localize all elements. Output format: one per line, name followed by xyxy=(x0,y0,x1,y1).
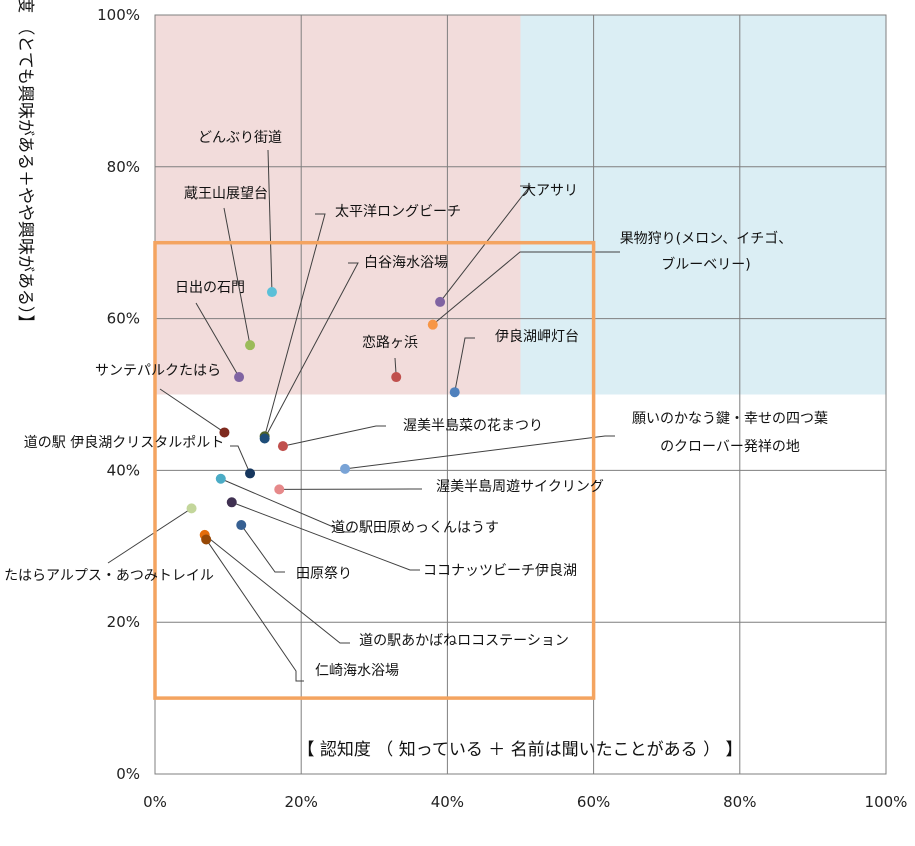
data-point xyxy=(216,474,226,484)
leader-line xyxy=(160,389,224,432)
data-point xyxy=(428,320,438,330)
x-tick-label: 20% xyxy=(285,793,318,811)
point-label: どんぶり街道 xyxy=(198,130,282,146)
x-tick-label: 100% xyxy=(865,793,908,811)
data-point xyxy=(340,464,350,474)
leader-line xyxy=(345,436,615,469)
point-label: ココナッツビーチ伊良湖 xyxy=(423,563,577,579)
leader-line xyxy=(283,426,386,446)
point-label: 願いのかなう鍵・幸せの四つ葉 xyxy=(632,411,828,427)
leader-line xyxy=(108,508,192,563)
x-axis-title: 【 認知度 （ 知っている ＋ 名前は聞いたことがある ） 】 xyxy=(298,740,743,760)
x-tick-label: 0% xyxy=(143,793,167,811)
leader-line xyxy=(205,535,350,643)
point-label: 日出の石門 xyxy=(175,280,245,296)
point-label: 道の駅 伊良湖クリスタルポルト xyxy=(24,435,224,451)
point-label: 恋路ヶ浜 xyxy=(362,334,418,351)
point-label: 果物狩り(メロン、イチゴ、 xyxy=(620,230,793,247)
y-axis-title: 度 （とても興味がある＋やや興味がある）】 xyxy=(15,0,35,332)
point-label: 伊良湖岬灯台 xyxy=(495,329,579,345)
point-label: 白谷海水浴場 xyxy=(364,255,448,271)
point-label: 田原祭り xyxy=(296,566,352,582)
data-point xyxy=(245,340,255,350)
leader-line xyxy=(230,446,250,473)
point-label: たはらアルプス・あつみトレイル xyxy=(4,568,214,584)
point-label: サンテパルクたはら xyxy=(95,363,221,379)
point-label: のクローバー発祥の地 xyxy=(660,439,800,455)
data-point xyxy=(267,287,277,297)
point-label: 道の駅あかばねロコステーション xyxy=(359,633,569,649)
data-point xyxy=(234,372,244,382)
leader-line xyxy=(232,502,420,570)
y-tick-label: 80% xyxy=(107,158,140,176)
data-point xyxy=(274,484,284,494)
x-tick-label: 40% xyxy=(431,793,464,811)
x-tick-label: 80% xyxy=(723,793,756,811)
x-tick-label: 60% xyxy=(577,793,610,811)
data-point xyxy=(236,520,246,530)
data-point xyxy=(187,503,197,513)
y-tick-label: 20% xyxy=(107,613,140,631)
data-point xyxy=(278,441,288,451)
data-point xyxy=(435,297,445,307)
point-label: 太平洋ロングビーチ xyxy=(335,204,461,220)
point-label: 道の駅田原めっくんはうす xyxy=(331,520,499,536)
y-tick-label: 60% xyxy=(107,310,140,328)
point-label: 蔵王山展望台 xyxy=(184,186,268,202)
data-point xyxy=(450,387,460,397)
point-label: 大アサリ xyxy=(522,183,578,199)
point-label: 渥美半島周遊サイクリング xyxy=(436,479,604,495)
point-label: ブルーベリー) xyxy=(661,256,750,273)
y-tick-label: 100% xyxy=(97,6,140,24)
y-tick-label: 0% xyxy=(116,765,140,783)
leader-line xyxy=(241,525,285,572)
point-label: 渥美半島菜の花まつり xyxy=(403,418,543,434)
data-point xyxy=(201,534,211,544)
data-point xyxy=(260,434,270,444)
data-point xyxy=(245,468,255,478)
point-label: 仁崎海水浴場 xyxy=(315,663,399,679)
leader-line xyxy=(206,539,304,681)
data-point xyxy=(391,372,401,382)
y-tick-label: 40% xyxy=(107,461,140,479)
data-point xyxy=(227,497,237,507)
